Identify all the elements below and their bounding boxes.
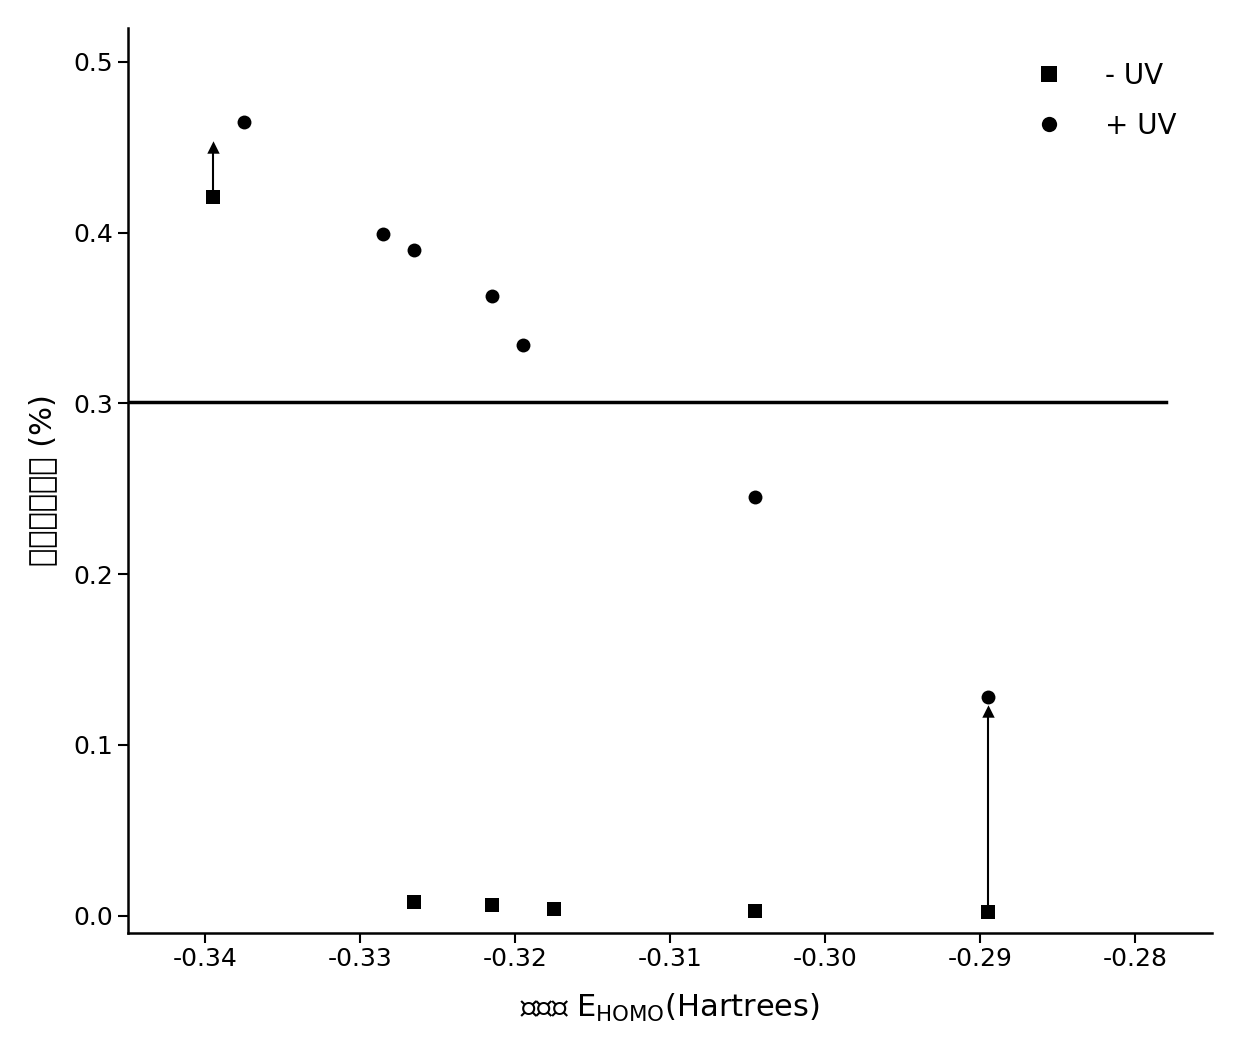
Point <box>404 241 424 258</box>
Point <box>203 188 223 205</box>
Point <box>203 139 223 156</box>
Point <box>404 893 424 910</box>
Point <box>977 703 997 720</box>
Point <box>977 689 997 706</box>
Point <box>544 901 564 917</box>
Point <box>234 114 254 130</box>
Point <box>745 489 765 506</box>
Point <box>745 903 765 919</box>
Point <box>482 287 502 304</box>
X-axis label: 香豆素 E$\mathrm{_{HOMO}}$(Hartrees): 香豆素 E$\mathrm{_{HOMO}}$(Hartrees) <box>520 992 820 1025</box>
Point <box>513 337 533 353</box>
Point <box>482 897 502 914</box>
Y-axis label: 荧光量子产率 (%): 荧光量子产率 (%) <box>27 394 57 566</box>
Point <box>977 904 997 920</box>
Legend: - UV, + UV: - UV, + UV <box>1011 50 1188 151</box>
Point <box>373 226 393 243</box>
